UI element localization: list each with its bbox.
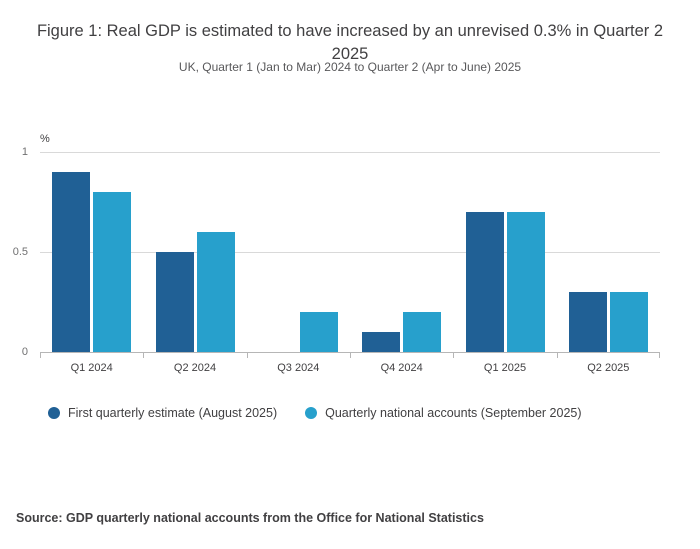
legend-label: First quarterly estimate (August 2025) bbox=[68, 406, 278, 420]
legend-marker-icon bbox=[305, 407, 318, 419]
legend-item-2[interactable]: Quarterly national accounts (September 2… bbox=[305, 406, 582, 420]
gridline bbox=[40, 152, 660, 153]
bar-q1-2025-series-1 bbox=[465, 212, 504, 352]
x-axis-tick bbox=[247, 353, 248, 358]
x-axis-tick bbox=[453, 353, 454, 358]
x-axis-tick bbox=[40, 353, 41, 358]
x-axis-tick bbox=[143, 353, 144, 358]
bar-q2-2024-series-1 bbox=[155, 252, 194, 352]
chart-title: Figure 1: Real GDP is estimated to have … bbox=[36, 22, 664, 64]
legend: First quarterly estimate (August 2025) Qu… bbox=[48, 406, 582, 420]
legend-label: Quarterly national accounts (September 2… bbox=[325, 406, 582, 420]
x-tick-label: Q4 2024 bbox=[380, 362, 423, 374]
x-axis-tick bbox=[350, 353, 351, 358]
bar-q2-2025-series-1 bbox=[568, 292, 607, 352]
x-tick-label: Q1 2025 bbox=[483, 362, 527, 374]
legend-item-1[interactable]: First quarterly estimate (August 2025) bbox=[48, 406, 277, 420]
x-tick-label: Q2 2024 bbox=[173, 362, 217, 374]
bar-q4-2024-series-1 bbox=[362, 332, 401, 352]
bar-q1-2024-series-2 bbox=[93, 192, 132, 352]
x-tick-label: Q2 2025 bbox=[587, 362, 630, 374]
chart-subtitle: UK, Quarter 1 (Jan to Mar) 2024 to Quart… bbox=[178, 60, 522, 74]
bar-q2-2024-series-2 bbox=[196, 232, 235, 352]
bar-q4-2024-series-2 bbox=[403, 312, 442, 352]
x-axis: Q1 2024 Q2 2024 Q3 2024 Q4 2024 Q1 2025 Q2 20… bbox=[40, 353, 660, 381]
bar-q3-2024-series-2 bbox=[299, 312, 338, 352]
bar-q2-2025-series-2 bbox=[609, 292, 648, 352]
gridline bbox=[40, 252, 660, 253]
plot-area bbox=[40, 152, 660, 353]
x-tick-label: Q3 2024 bbox=[277, 362, 320, 374]
source-note: Source: GDP quarterly national accounts … bbox=[16, 511, 484, 525]
y-axis: 0 0.5 1 bbox=[0, 146, 32, 358]
y-axis-unit-label: % bbox=[40, 133, 50, 145]
y-tick-label: 0 bbox=[21, 346, 28, 358]
y-tick-label: 0.5 bbox=[12, 246, 28, 258]
bar-q1-2025-series-2 bbox=[506, 212, 545, 352]
x-axis-tick bbox=[557, 353, 558, 358]
x-tick-label: Q1 2024 bbox=[70, 362, 113, 374]
x-axis-tick bbox=[659, 353, 660, 358]
legend-marker-icon bbox=[48, 407, 60, 419]
bar-q1-2024-series-1 bbox=[52, 172, 91, 352]
y-tick-label: 1 bbox=[21, 146, 28, 158]
